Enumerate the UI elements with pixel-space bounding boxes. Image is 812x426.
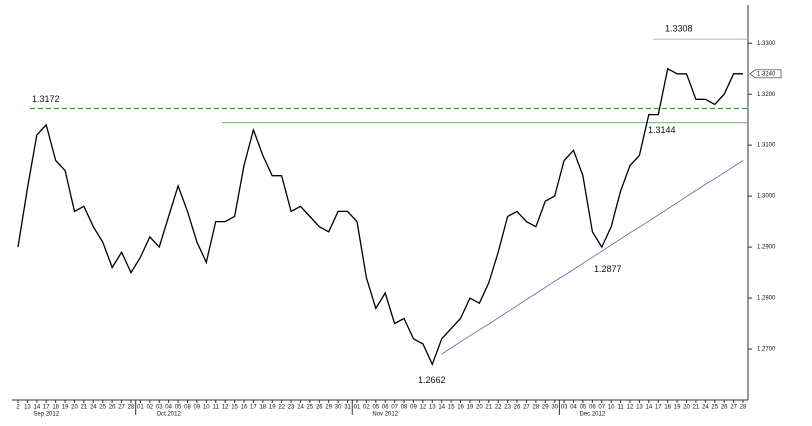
x-tick-label: 25: [711, 405, 718, 411]
x-tick-label: 30: [551, 405, 558, 411]
y-tick-label: 1.2900: [757, 245, 776, 251]
x-tick-label: 07: [391, 405, 398, 411]
x-tick-label: 03: [561, 405, 568, 411]
x-tick-label: 03: [156, 405, 163, 411]
x-tick-label: 26: [109, 405, 116, 411]
x-tick-label: 01: [354, 405, 361, 411]
x-tick-label: 13: [636, 405, 643, 411]
x-tick-label: 22: [278, 405, 285, 411]
x-tick-label: 11: [617, 405, 624, 411]
x-tick-label: 22: [495, 405, 502, 411]
x-tick-label: 06: [589, 405, 596, 411]
price-line: [17, 67, 743, 366]
annotation-label: 1.3172: [32, 94, 60, 104]
x-tick-label: 02: [146, 405, 153, 411]
x-tick-label: 26: [721, 405, 728, 411]
x-tick-label: 15: [231, 405, 238, 411]
x-tick-label: 18: [52, 405, 59, 411]
x-tick-label: 10: [203, 405, 210, 411]
month-label: Nov 2012: [372, 412, 398, 418]
x-tick-label: 12: [627, 405, 634, 411]
last-price-label: 1.3240: [757, 71, 776, 77]
x-tick-label: 14: [646, 405, 653, 411]
x-tick-label: 08: [184, 405, 191, 411]
x-tick-label: 10: [608, 405, 615, 411]
x-tick-label: 30: [335, 405, 342, 411]
annotation-label: 1.2662: [418, 375, 446, 385]
x-tick-label: 28: [533, 405, 540, 411]
y-tick-label: 1.3100: [757, 143, 776, 149]
x-tick-label: 19: [62, 405, 69, 411]
x-tick-label: 02: [363, 405, 370, 411]
x-tick-label: 09: [194, 405, 201, 411]
x-tick-label: 15: [448, 405, 455, 411]
x-tick-label: 20: [683, 405, 690, 411]
x-tick-label: 05: [372, 405, 379, 411]
x-tick-label: 29: [325, 405, 332, 411]
x-tick-label: 16: [241, 405, 248, 411]
x-tick-label: 28: [740, 405, 747, 411]
x-tick-label: 24: [702, 405, 709, 411]
y-tick-label: 1.2800: [757, 296, 776, 302]
x-tick-label: 31: [344, 405, 351, 411]
x-tick-label: 19: [467, 405, 474, 411]
x-tick-label: 05: [580, 405, 587, 411]
x-tick-label: 13: [24, 405, 31, 411]
x-tick-label: 19: [269, 405, 276, 411]
x-tick-label: 27: [118, 405, 125, 411]
x-tick-label: 26: [316, 405, 323, 411]
x-tick-label: 18: [259, 405, 266, 411]
annotation-label: 1.3144: [648, 125, 676, 135]
x-tick-label: 2: [16, 405, 20, 411]
last-price-tag: [749, 69, 782, 79]
annotation-label: 1.2877: [594, 264, 622, 274]
x-tick-label: 01: [137, 405, 144, 411]
month-label: Sep 2012: [33, 412, 59, 418]
x-tick-label: 17: [655, 405, 662, 411]
x-tick-label: 16: [457, 405, 464, 411]
x-tick-label: 18: [664, 405, 671, 411]
trend-line: [441, 160, 744, 355]
x-tick-label: 20: [476, 405, 483, 411]
x-tick-label: 19: [674, 405, 681, 411]
x-tick-label: 12: [420, 405, 427, 411]
x-tick-label: 24: [90, 405, 97, 411]
x-tick-label: 06: [382, 405, 389, 411]
x-tick-label: 21: [693, 405, 700, 411]
y-tick-label: 1.2700: [757, 347, 776, 353]
x-tick-label: 25: [307, 405, 314, 411]
x-tick-label: 27: [730, 405, 737, 411]
x-tick-label: 05: [175, 405, 182, 411]
x-tick-label: 12: [222, 405, 229, 411]
x-tick-label: 14: [438, 405, 445, 411]
x-tick-label: 21: [81, 405, 88, 411]
x-tick-label: 09: [410, 405, 417, 411]
x-tick-label: 20: [71, 405, 78, 411]
x-tick-label: 08: [401, 405, 408, 411]
x-tick-label: 17: [43, 405, 50, 411]
x-tick-label: 28: [128, 405, 135, 411]
x-tick-label: 29: [542, 405, 549, 411]
x-tick-label: 04: [570, 405, 577, 411]
x-tick-label: 23: [288, 405, 295, 411]
x-tick-label: 23: [504, 405, 511, 411]
x-tick-label: 26: [514, 405, 521, 411]
x-tick-label: 13: [429, 405, 436, 411]
x-tick-label: 14: [33, 405, 40, 411]
month-label: Oct 2012: [156, 412, 181, 418]
x-tick-label: 21: [485, 405, 492, 411]
x-tick-label: 07: [598, 405, 605, 411]
x-tick-label: 17: [250, 405, 257, 411]
x-tick-label: 27: [523, 405, 530, 411]
month-label: Dec 2012: [580, 412, 606, 418]
x-tick-label: 24: [297, 405, 304, 411]
y-tick-label: 1.3300: [757, 41, 776, 47]
annotation-label: 1.3308: [665, 24, 693, 34]
x-tick-label: 25: [99, 405, 106, 411]
x-tick-label: 11: [213, 405, 220, 411]
y-tick-label: 1.3200: [757, 92, 776, 98]
y-tick-label: 1.3000: [757, 194, 776, 200]
x-tick-label: 04: [165, 405, 172, 411]
